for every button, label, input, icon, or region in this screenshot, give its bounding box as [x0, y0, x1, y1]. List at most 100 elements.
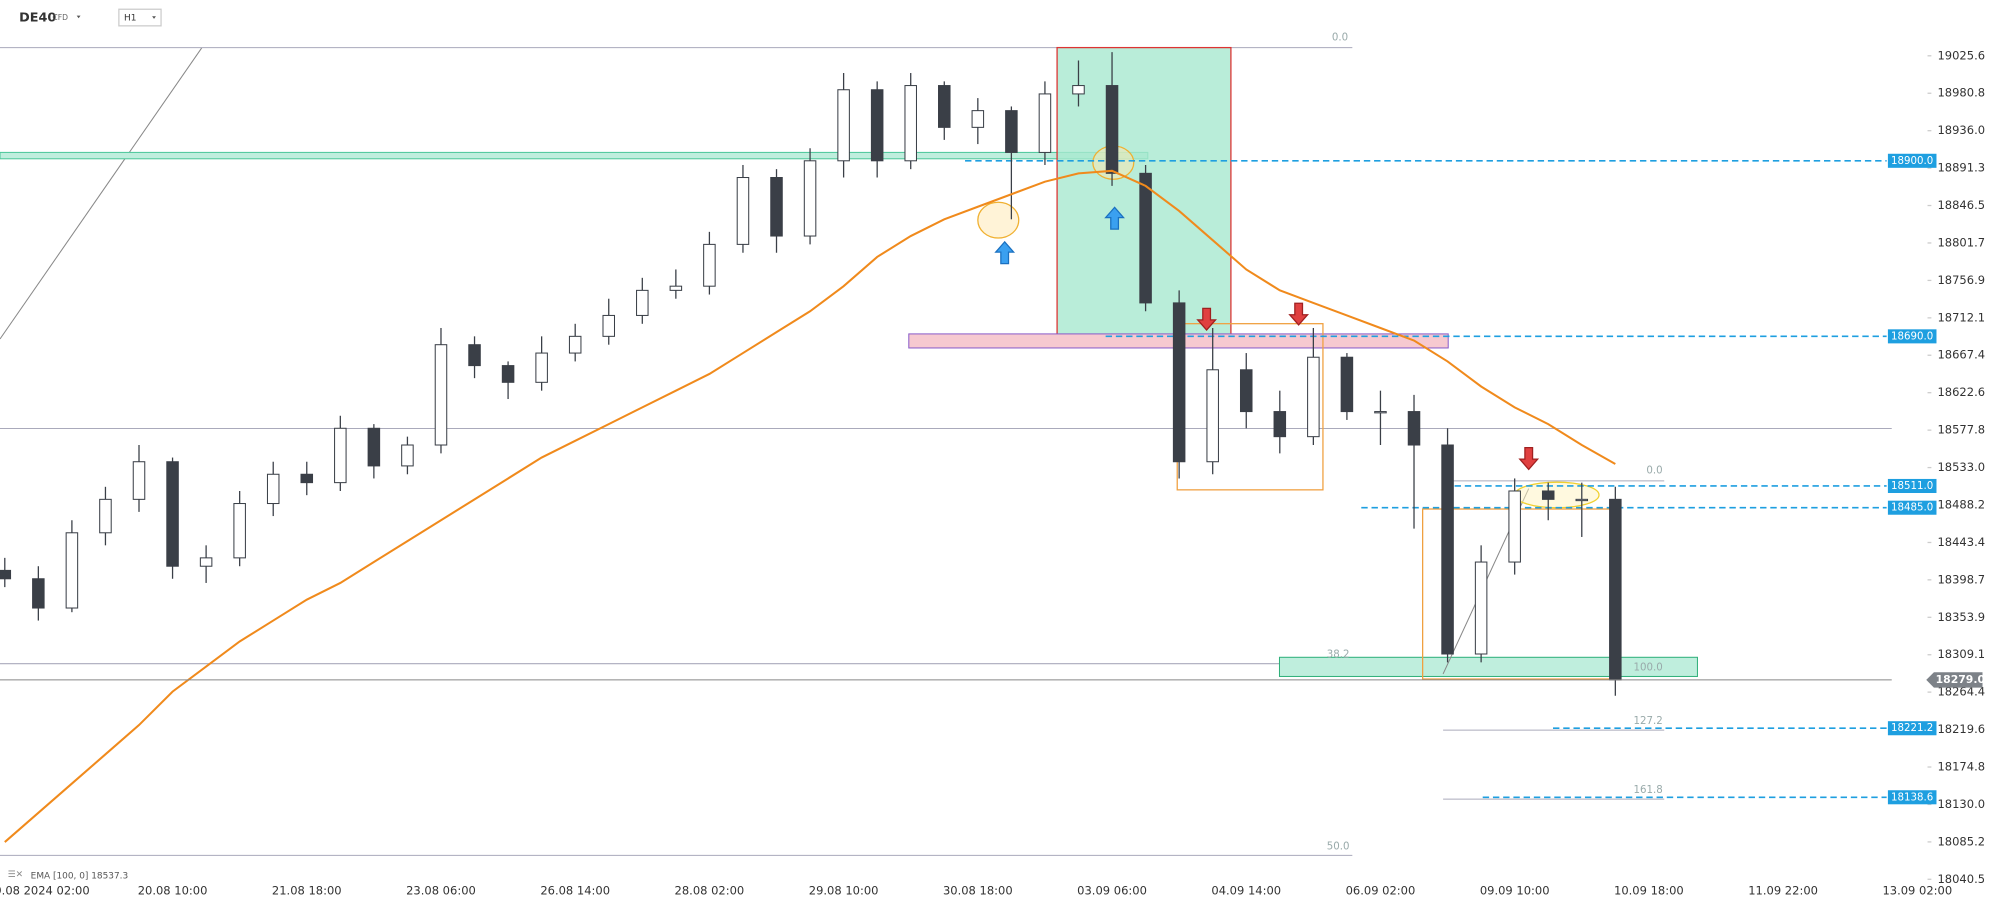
candle-body	[0, 569, 12, 580]
level-label: 18900.0	[1891, 156, 1933, 167]
candle-body	[535, 352, 548, 383]
fib-label: 161.8	[1634, 785, 1663, 796]
level-label: 18485.0	[1891, 503, 1933, 514]
candle-body	[1239, 369, 1253, 413]
candle-body	[300, 473, 314, 484]
y-tick-label: 18085.2	[1937, 834, 1985, 848]
y-tick-label: 18040.5	[1937, 872, 1985, 886]
highlight	[977, 201, 1020, 239]
x-tick-label: 19.08 2024 02:00	[0, 884, 90, 898]
y-tick-label: 19025.6	[1937, 48, 1985, 62]
candle-body	[904, 85, 917, 162]
candle-body	[938, 85, 951, 128]
y-tick-label: 18219.6	[1937, 722, 1985, 736]
candle-body	[99, 498, 112, 534]
y-tick-label: 18936.0	[1937, 123, 1985, 137]
candle-body	[1374, 411, 1387, 414]
candle-body	[669, 285, 683, 291]
y-tick-label: 18488.2	[1937, 498, 1985, 512]
candle-body	[1038, 93, 1052, 153]
candle-body	[65, 532, 79, 609]
y-tick-label: 18533.0	[1937, 460, 1985, 474]
candle-body	[1609, 498, 1622, 681]
candle-body	[468, 344, 481, 367]
up-arrow	[994, 240, 1016, 265]
candle-body	[501, 365, 515, 383]
fib-label: 0.0	[1332, 32, 1348, 43]
y-tick-label: 18891.3	[1937, 161, 1985, 175]
dropdown-caret[interactable]	[76, 15, 81, 19]
x-tick-label: 11.09 22:00	[1748, 884, 1818, 898]
candles	[0, 52, 1622, 696]
y-tick-label: 18174.8	[1937, 760, 1985, 774]
instrument-type: CFD	[52, 13, 68, 22]
last-price-badge	[1926, 672, 1983, 688]
candle-body	[1206, 369, 1219, 463]
candle-body	[971, 110, 985, 128]
x-tick-label: 10.09 18:00	[1614, 884, 1684, 898]
candle-body	[1172, 302, 1186, 463]
candle-body	[1340, 356, 1354, 413]
symbol[interactable]: DE40	[19, 11, 56, 26]
y-tick-label: 18980.8	[1937, 86, 1985, 100]
x-tick-label: 09.09 10:00	[1480, 884, 1550, 898]
candle-body	[1005, 110, 1018, 153]
candle-body	[367, 427, 381, 467]
x-tick-label: 03.09 06:00	[1077, 884, 1147, 898]
candle-body	[1105, 85, 1119, 174]
candle-body	[334, 427, 347, 484]
candle-body	[1541, 490, 1555, 500]
y-tick-label: 18577.8	[1937, 423, 1985, 437]
candle-body	[837, 89, 850, 162]
level-badge	[1887, 500, 1937, 515]
down-arrow	[1518, 447, 1540, 471]
candle-body	[266, 473, 280, 505]
level-label: 18511.0	[1891, 481, 1933, 492]
y-tick-label: 18443.4	[1937, 535, 1985, 549]
candle-body	[1307, 356, 1320, 438]
candle-body	[233, 503, 246, 559]
candle-body	[736, 177, 750, 245]
candle-body	[770, 177, 783, 237]
timeframe[interactable]: H1	[124, 14, 136, 24]
candle-body	[1407, 411, 1421, 446]
y-tick-label: 18309.1	[1937, 647, 1985, 661]
indicator-icons[interactable]: ☰✕	[8, 870, 24, 880]
candle-body	[1139, 172, 1152, 304]
support-zone	[0, 151, 1149, 160]
candle-body	[803, 160, 817, 237]
candle-body	[401, 444, 414, 467]
fib-label: 38.2	[1327, 650, 1350, 661]
candle-body	[1273, 411, 1287, 438]
y-tick-label: 18801.7	[1937, 235, 1985, 249]
y-tick-label: 18712.1	[1937, 310, 1985, 324]
level-badge	[1887, 790, 1937, 805]
last-price-label: 18279.0	[1936, 673, 1986, 686]
candle-body	[132, 461, 146, 500]
x-tick-label: 13.09 02:00	[1882, 884, 1952, 898]
down-arrow	[1196, 307, 1217, 332]
x-tick-label: 21.08 18:00	[272, 884, 342, 898]
candle-body	[166, 461, 179, 567]
x-tick-label: 26.08 14:00	[540, 884, 610, 898]
candle-body	[199, 557, 213, 567]
x-tick-label: 23.08 06:00	[406, 884, 476, 898]
x-tick-label: 20.08 10:00	[138, 884, 208, 898]
candle-body	[568, 335, 582, 354]
fib-label: 50.0	[1327, 841, 1350, 852]
candle-body	[32, 578, 45, 609]
level-badge	[1887, 153, 1937, 168]
indicator-label: EMA [100, 0] 18537.3	[31, 871, 129, 881]
y-tick-label: 18667.4	[1937, 348, 1985, 362]
down-arrow	[1288, 302, 1310, 326]
candle-body	[636, 289, 649, 316]
y-tick-label: 18264.4	[1937, 685, 1985, 699]
candle-body	[1508, 490, 1521, 563]
x-tick-label: 29.08 10:00	[809, 884, 879, 898]
fib-label: 0.0	[1646, 466, 1662, 477]
dropdown-caret[interactable]	[152, 16, 156, 19]
candle-body	[434, 344, 448, 446]
timeframe-box[interactable]	[118, 8, 162, 27]
